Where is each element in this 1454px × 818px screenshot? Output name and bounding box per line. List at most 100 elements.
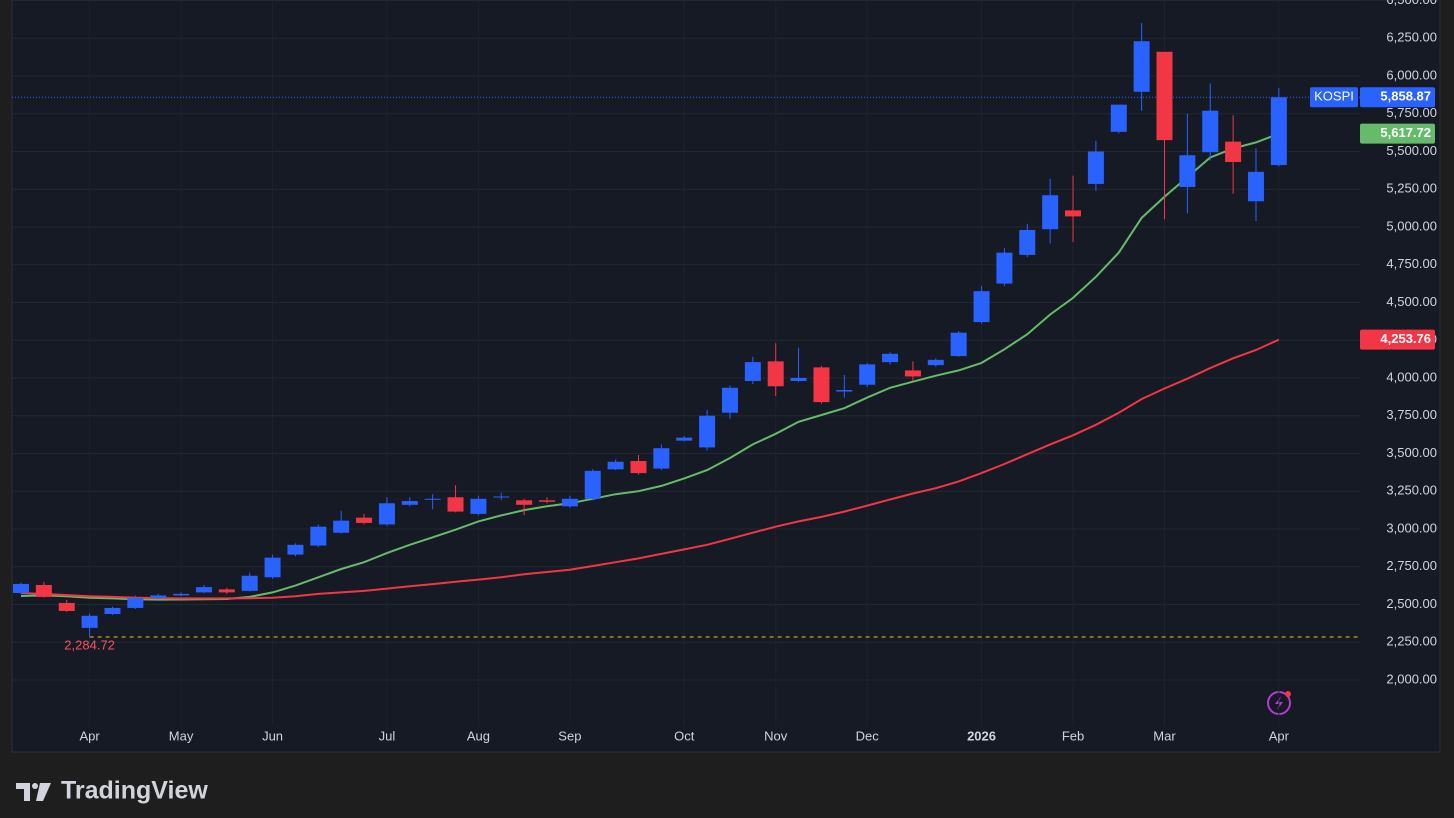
candle-body xyxy=(1110,104,1127,132)
y-tick-label: 6,250.00 xyxy=(1386,30,1437,45)
candle-body xyxy=(127,597,144,608)
candle-body xyxy=(1065,210,1082,217)
candle-body xyxy=(218,589,235,593)
price-tag xyxy=(1360,87,1435,108)
y-tick-label: 4,500.00 xyxy=(1386,294,1437,309)
candle-body xyxy=(378,503,395,525)
y-tick-label: 3,250.00 xyxy=(1386,483,1437,498)
symbol-name: KOSPI xyxy=(1314,89,1354,104)
candle-body xyxy=(356,517,373,523)
x-tick-label: Sep xyxy=(558,728,581,743)
price-tag-label: 5,858.87 xyxy=(1380,89,1431,104)
candle-body xyxy=(744,362,761,381)
candle-body xyxy=(950,332,967,357)
candle-body xyxy=(173,593,190,596)
price-tag xyxy=(1360,329,1435,350)
candle-body xyxy=(1087,151,1104,184)
candle-body xyxy=(81,615,98,628)
candle-body xyxy=(767,361,784,387)
logo-mark xyxy=(16,783,30,801)
brand-logo[interactable]: TradingView xyxy=(16,777,208,805)
x-tick-label: May xyxy=(169,728,194,743)
candle-body xyxy=(561,498,578,507)
candle-body xyxy=(1133,41,1150,92)
x-tick-label: Nov xyxy=(764,728,788,743)
y-tick-label: 6,000.00 xyxy=(1386,67,1437,82)
y-tick-label: 4,000.00 xyxy=(1386,369,1437,384)
x-tick-label: Oct xyxy=(674,728,695,743)
price-tag-label: 5,617.72 xyxy=(1380,125,1431,140)
chart-background xyxy=(11,0,1441,753)
candle-body xyxy=(1270,97,1287,166)
symbol-tag xyxy=(1310,87,1358,108)
candle-body xyxy=(904,370,921,377)
icon-dot xyxy=(1285,691,1291,697)
moving-average xyxy=(20,338,1280,600)
candle-body xyxy=(630,461,647,474)
y-tick-label: 3,000.00 xyxy=(1386,520,1437,535)
x-tick-label: Dec xyxy=(856,728,880,743)
candle-body xyxy=(973,291,990,323)
candle-body xyxy=(653,448,670,469)
grid xyxy=(12,0,1360,726)
candle-body xyxy=(882,353,899,363)
candle-body xyxy=(401,501,418,505)
y-tick-label: 2,000.00 xyxy=(1386,671,1437,686)
candle-body xyxy=(333,520,350,533)
candle-body xyxy=(813,367,830,403)
x-tick-label: Mar xyxy=(1153,728,1176,743)
candle-body xyxy=(195,587,212,593)
y-tick-label: 2,750.00 xyxy=(1386,558,1437,573)
candle-body xyxy=(790,377,807,381)
candle-body xyxy=(676,437,693,441)
candle-body xyxy=(35,584,52,597)
candle-body xyxy=(539,500,556,502)
candle-body xyxy=(1042,195,1059,230)
y-tick-label: 6,500.00 xyxy=(1386,0,1437,7)
logo-mark xyxy=(32,783,38,789)
candle-body xyxy=(699,415,716,448)
candle-body xyxy=(13,583,29,593)
candle-body xyxy=(996,252,1013,284)
x-tick-label: 2026 xyxy=(967,728,996,743)
candle-body xyxy=(1202,110,1219,153)
y-tick-label: 3,750.00 xyxy=(1386,407,1437,422)
x-tick-label: Jun xyxy=(262,728,283,743)
candle-body xyxy=(150,595,167,598)
candle-body xyxy=(836,390,853,392)
candle-body xyxy=(516,500,533,505)
x-tick-label: Jul xyxy=(379,728,396,743)
candle-body xyxy=(1225,141,1242,163)
x-tick-label: Feb xyxy=(1062,728,1084,743)
x-tick-label: Aug xyxy=(467,728,490,743)
candle-body xyxy=(470,498,487,514)
candle-body xyxy=(447,497,464,512)
candle-body xyxy=(1247,171,1264,202)
price-tag-label: 4,253.76 xyxy=(1380,331,1431,346)
y-tick-label: 5,250.00 xyxy=(1386,181,1437,196)
logo-mark xyxy=(36,783,51,801)
candle-body xyxy=(310,526,327,546)
candle-body xyxy=(104,607,121,614)
candle-body xyxy=(607,461,624,470)
y-tick-label: 5,000.00 xyxy=(1386,218,1437,233)
candle-body xyxy=(264,557,281,578)
candle-body xyxy=(424,498,441,500)
candle-body xyxy=(58,602,75,611)
candle-body xyxy=(584,470,601,499)
candle-body xyxy=(859,364,876,385)
x-tick-label: Apr xyxy=(79,728,100,743)
y-tick-label: 5,750.00 xyxy=(1386,105,1437,120)
y-tick-label: 3,500.00 xyxy=(1386,445,1437,460)
y-tick-label: 2,500.00 xyxy=(1386,596,1437,611)
candle-body xyxy=(927,359,944,366)
candle-body xyxy=(287,544,304,555)
low-label: 2,284.72 xyxy=(64,637,115,652)
y-tick-label: 5,500.00 xyxy=(1386,143,1437,158)
candle-body xyxy=(721,387,738,413)
y-tick-label: 2,250.00 xyxy=(1386,634,1437,649)
candle-body xyxy=(1179,155,1196,187)
candle-body xyxy=(241,575,258,591)
